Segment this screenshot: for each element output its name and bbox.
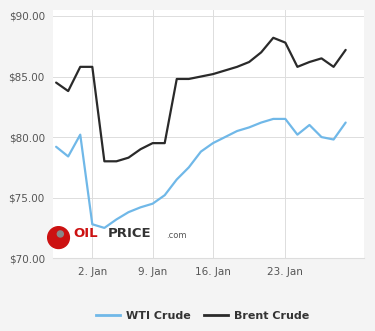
Text: PRICE: PRICE [108,227,152,240]
Circle shape [57,231,63,237]
Text: .com: .com [166,231,186,240]
Text: OIL: OIL [73,227,98,240]
Circle shape [48,227,69,249]
Legend: WTI Crude, Brent Crude: WTI Crude, Brent Crude [92,307,314,325]
